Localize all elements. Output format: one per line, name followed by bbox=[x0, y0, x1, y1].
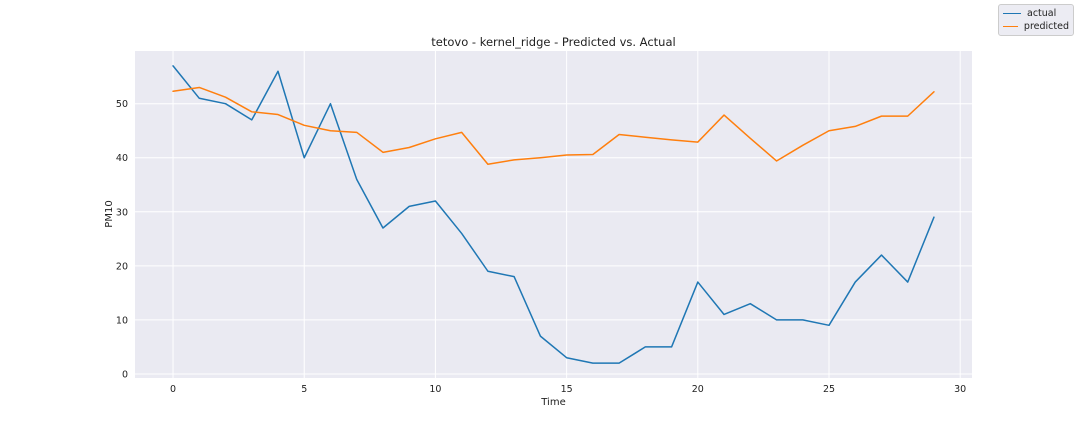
plot-area bbox=[135, 51, 972, 378]
legend: actual predicted bbox=[998, 4, 1074, 36]
y-axis-label: PM10 bbox=[104, 200, 115, 227]
y-tick-labels: 0 10 20 30 40 50 bbox=[116, 99, 128, 380]
legend-item-actual: actual bbox=[1003, 7, 1069, 20]
chart-title: tetovo - kernel_ridge - Predicted vs. Ac… bbox=[431, 35, 675, 49]
x-tick-label: 25 bbox=[823, 384, 835, 395]
legend-swatch-actual bbox=[1003, 13, 1021, 14]
legend-label-predicted: predicted bbox=[1023, 21, 1069, 32]
series-line-predicted bbox=[172, 86, 935, 165]
y-tick-label: 10 bbox=[116, 315, 128, 326]
x-tick-labels: 0 5 10 15 20 25 30 bbox=[170, 384, 966, 395]
x-tick-label: 0 bbox=[170, 384, 176, 395]
legend-swatch-predicted bbox=[1003, 26, 1018, 27]
legend-label-actual: actual bbox=[1027, 8, 1057, 19]
grid-lines bbox=[135, 51, 972, 378]
y-tick-label: 50 bbox=[116, 99, 128, 110]
y-tick-label: 30 bbox=[116, 207, 128, 218]
y-tick-label: 40 bbox=[116, 153, 128, 164]
y-tick-label: 0 bbox=[122, 369, 128, 380]
x-tick-label: 30 bbox=[954, 384, 966, 395]
legend-item-predicted: predicted bbox=[1003, 20, 1069, 33]
x-tick-label: 20 bbox=[692, 384, 704, 395]
series-line-actual bbox=[172, 65, 935, 364]
x-tick-label: 10 bbox=[429, 384, 441, 395]
x-tick-label: 5 bbox=[301, 384, 307, 395]
y-tick-label: 20 bbox=[116, 261, 128, 272]
series-lines bbox=[172, 65, 935, 364]
x-tick-label: 15 bbox=[561, 384, 573, 395]
x-axis-label: Time bbox=[540, 397, 565, 408]
